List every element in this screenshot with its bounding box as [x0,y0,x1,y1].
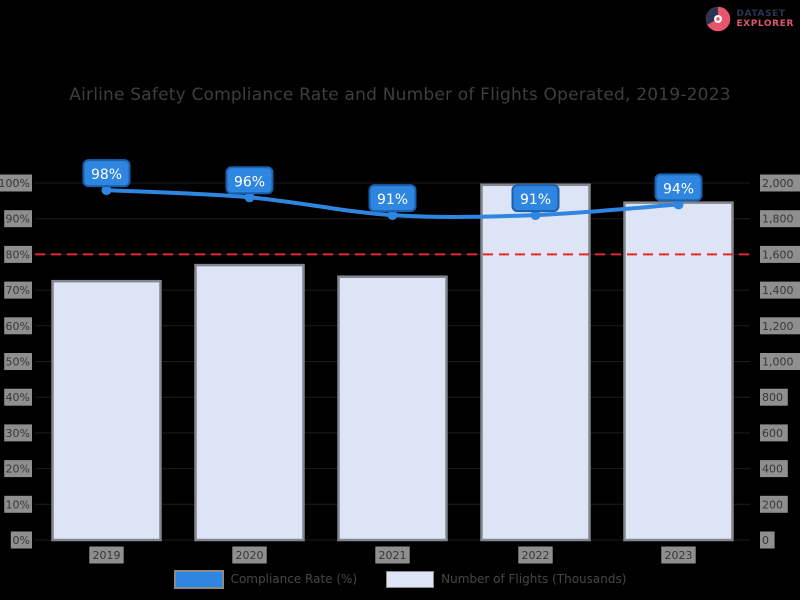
left-y-tick-label: 60% [6,320,30,333]
x-tick-label-bbox [89,546,124,564]
value-badge-label: 91% [377,192,408,208]
right-y-tick-label-bbox [760,317,800,335]
value-badge [368,184,417,213]
right-y-tick-label-bbox [760,460,788,478]
right-y-tick-label: 600 [762,427,783,440]
brand-name-bottom: EXPLORER [736,19,794,29]
chart-legend: Compliance Rate (%) Number of Flights (T… [0,568,800,590]
left-y-tick-label: 70% [6,284,30,297]
right-y-tick-label: 200 [762,498,783,511]
bar-2023 [623,201,734,542]
left-y-tick-label: 50% [6,356,30,369]
value-badge [654,173,703,202]
left-y-tick-label-bbox [4,317,32,335]
line-point-2021 [387,210,398,221]
right-y-tick-label-bbox [760,388,788,406]
left-y-tick-label: 80% [6,248,30,261]
left-y-tick-label-bbox [4,210,32,228]
legend-swatch-bar [386,570,435,588]
line-point-2020 [244,192,255,203]
x-tick-label: 2019 [93,549,121,562]
right-y-tick-label: 400 [762,463,783,476]
bar-2019 [51,279,162,542]
left-y-tick-label: 30% [6,427,30,440]
x-tick-label: 2022 [522,549,550,562]
bar-2021 [337,275,448,542]
right-y-tick-label: 1,600 [762,248,794,261]
value-badge-label: 98% [91,167,122,183]
line-point-2023 [673,199,684,210]
brand-name-top: DATASET [736,9,786,19]
x-tick-label: 2021 [379,549,407,562]
x-tick-label-bbox [232,546,267,564]
left-y-tick-label: 90% [6,213,30,226]
x-tick-label-bbox [661,546,696,564]
left-y-tick-label: 10% [6,498,30,511]
line-point-2022 [530,210,541,221]
value-badge-label: 91% [520,192,551,208]
right-y-tick-label: 0 [762,534,769,547]
legend-label-line: Compliance Rate (%) [230,572,358,586]
right-y-tick-label: 800 [762,391,783,404]
left-y-tick-label: 100% [0,177,30,190]
left-y-tick-label: 0% [13,534,30,547]
left-y-tick-label: 40% [6,391,30,404]
pie-chart-logo-icon [706,6,731,32]
right-y-tick-label-bbox [760,281,800,299]
left-y-tick-label-bbox [4,424,32,442]
value-badge [225,166,274,195]
value-badge [82,159,131,188]
x-tick-label-bbox [518,546,553,564]
x-tick-label-bbox [375,546,410,564]
right-y-tick-label-bbox [760,531,775,549]
x-tick-label: 2023 [665,549,693,562]
brand-logo-text: DATASET EXPLORER [736,9,794,29]
value-badge-label: 94% [663,181,694,197]
left-y-tick-label-bbox [4,245,32,263]
bar-2020 [194,263,305,542]
x-tick-label: 2020 [236,549,264,562]
right-y-tick-label-bbox [760,424,788,442]
right-y-tick-label-bbox [760,174,800,192]
right-y-tick-label-bbox [760,353,800,370]
left-y-tick-label-bbox [10,531,33,549]
line-point-2019 [101,185,112,196]
left-y-tick-label-bbox [4,281,32,299]
brand-logo: DATASET EXPLORER [704,5,794,33]
bar-2022 [480,183,591,542]
right-y-tick-label: 1,000 [762,356,794,369]
right-y-tick-label: 2,000 [762,177,794,190]
left-y-tick-label: 20% [6,463,30,476]
right-y-tick-label: 1,800 [762,213,794,226]
value-badge-label: 96% [234,174,265,190]
left-y-tick-label-bbox [4,495,32,513]
legend-swatch-line [173,569,224,589]
right-y-tick-label-bbox [760,495,788,513]
value-badge [511,184,560,213]
right-y-tick-label-bbox [760,245,800,263]
right-y-tick-label: 1,200 [762,320,794,333]
left-y-tick-label-bbox [4,460,32,478]
left-y-tick-label-bbox [0,174,33,192]
right-y-tick-label-bbox [760,210,800,228]
legend-label-bar: Number of Flights (Thousands) [441,572,627,586]
left-y-tick-label-bbox [4,353,32,370]
right-y-tick-label: 1,400 [762,284,794,297]
left-y-tick-label-bbox [4,388,32,406]
chart-title: Airline Safety Compliance Rate and Numbe… [69,85,731,105]
